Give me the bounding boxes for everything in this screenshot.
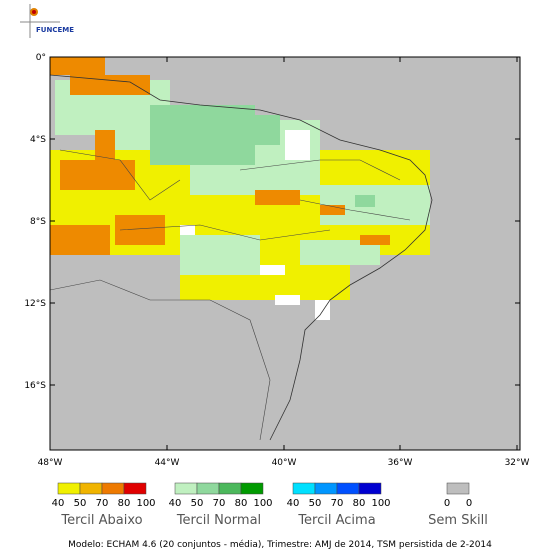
legend-swatch <box>79 482 103 495</box>
lon-label: 48°W <box>38 458 63 468</box>
lon-label: 40°W <box>272 458 297 468</box>
legend-swatch <box>446 482 470 495</box>
legend-swatch <box>174 482 198 495</box>
caption: Modelo: ECHAM 4.6 (20 conjuntos - média)… <box>68 539 492 550</box>
legend-label: 0 <box>466 498 472 509</box>
legend-label: 100 <box>371 498 390 509</box>
lon-label: 36°W <box>388 458 413 468</box>
lat-label: 12°S <box>24 299 46 309</box>
lat-label: 16°S <box>24 381 46 391</box>
lat-label: 0° <box>36 53 46 63</box>
legend-title: Tercil Normal <box>176 513 261 528</box>
legend-label: 40 <box>52 498 65 509</box>
legend-swatch <box>123 482 147 495</box>
legend-swatch <box>101 482 125 495</box>
legend-swatch <box>314 482 338 495</box>
legend-label: 70 <box>96 498 109 509</box>
legend-swatch <box>292 482 316 495</box>
legend-label: 50 <box>309 498 322 509</box>
legend-swatch <box>358 482 382 495</box>
legend-title: Tercil Acima <box>297 513 375 528</box>
legend-label: 100 <box>136 498 155 509</box>
legend-label: 80 <box>353 498 366 509</box>
legend-title: Tercil Abaixo <box>60 513 142 528</box>
logo-text: FUNCEME <box>36 26 74 34</box>
logo: FUNCEME <box>20 4 74 38</box>
legend-label: 70 <box>331 498 344 509</box>
map <box>49 56 521 451</box>
lon-label: 32°W <box>505 458 530 468</box>
legend-label: 80 <box>118 498 131 509</box>
legend-label: 40 <box>287 498 300 509</box>
legend-label: 40 <box>169 498 182 509</box>
legend-swatch <box>196 482 220 495</box>
legend-swatch <box>240 482 264 495</box>
lat-label: 8°S <box>30 217 46 227</box>
lon-label: 44°W <box>155 458 180 468</box>
legend-swatch <box>336 482 360 495</box>
legend-swatch <box>57 482 81 495</box>
legend-label: 0 <box>444 498 450 509</box>
legend-label: 50 <box>191 498 204 509</box>
legend-swatch <box>218 482 242 495</box>
legend-title: Sem Skill <box>428 513 488 528</box>
legend-label: 70 <box>213 498 226 509</box>
legend-label: 100 <box>253 498 272 509</box>
legend-label: 80 <box>235 498 248 509</box>
lat-label: 4°S <box>30 135 46 145</box>
legend-label: 50 <box>74 498 87 509</box>
